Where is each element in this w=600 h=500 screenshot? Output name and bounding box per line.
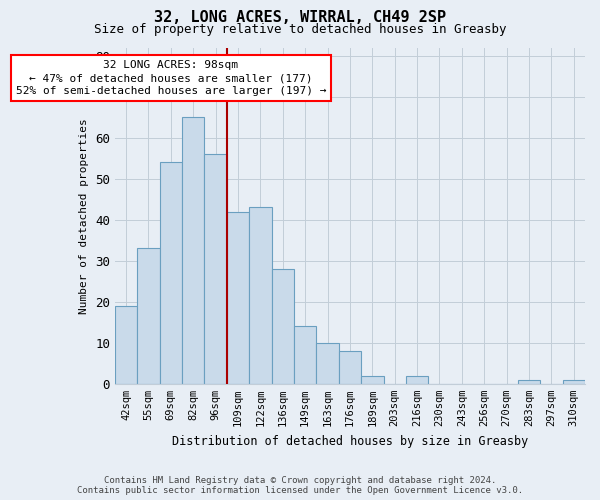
Bar bbox=[182, 117, 205, 384]
Bar bbox=[406, 376, 428, 384]
Text: 32, LONG ACRES, WIRRAL, CH49 2SP: 32, LONG ACRES, WIRRAL, CH49 2SP bbox=[154, 10, 446, 25]
Bar bbox=[137, 248, 160, 384]
Bar bbox=[518, 380, 540, 384]
Bar bbox=[272, 269, 294, 384]
Bar bbox=[294, 326, 316, 384]
Bar bbox=[249, 208, 272, 384]
Text: 32 LONG ACRES: 98sqm
← 47% of detached houses are smaller (177)
52% of semi-deta: 32 LONG ACRES: 98sqm ← 47% of detached h… bbox=[16, 60, 326, 96]
Bar bbox=[339, 351, 361, 384]
Text: Size of property relative to detached houses in Greasby: Size of property relative to detached ho… bbox=[94, 22, 506, 36]
Bar bbox=[563, 380, 585, 384]
Bar bbox=[227, 212, 249, 384]
X-axis label: Distribution of detached houses by size in Greasby: Distribution of detached houses by size … bbox=[172, 434, 528, 448]
Bar bbox=[160, 162, 182, 384]
Bar bbox=[316, 343, 339, 384]
Bar bbox=[115, 306, 137, 384]
Bar bbox=[361, 376, 383, 384]
Y-axis label: Number of detached properties: Number of detached properties bbox=[79, 118, 89, 314]
Bar bbox=[205, 154, 227, 384]
Text: Contains HM Land Registry data © Crown copyright and database right 2024.
Contai: Contains HM Land Registry data © Crown c… bbox=[77, 476, 523, 495]
